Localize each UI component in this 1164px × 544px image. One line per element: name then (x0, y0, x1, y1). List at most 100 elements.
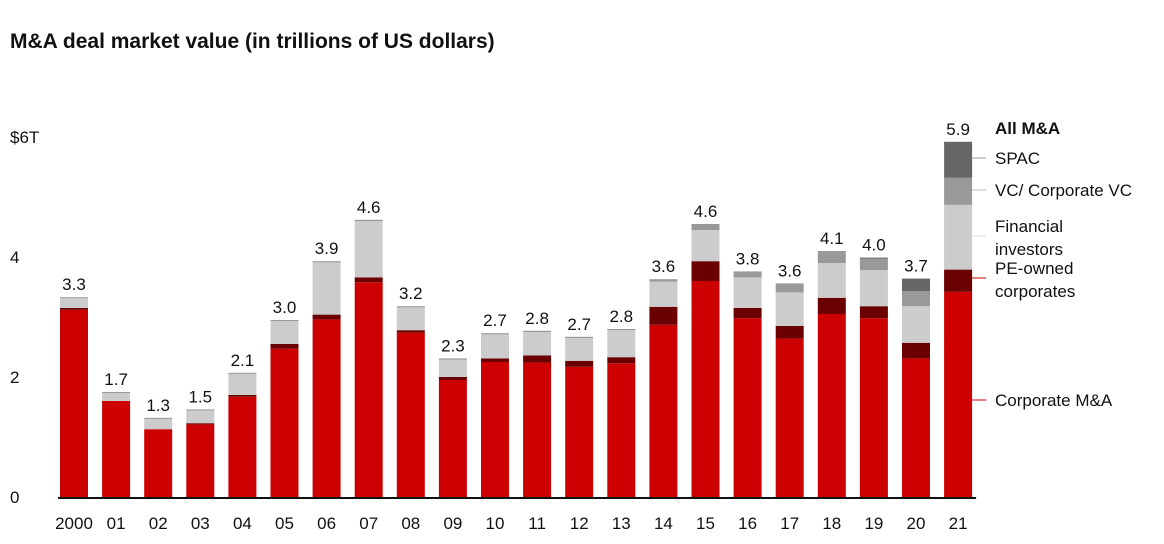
total-label: 5.9 (946, 120, 970, 139)
bar-segment-pe-owned-corporates (228, 395, 257, 397)
x-tick-label: 21 (949, 514, 968, 533)
y-tick-label: 0 (10, 488, 19, 507)
bar-segment-vc-corporate-vc (144, 417, 173, 419)
bar-segment-pe-owned-corporates (733, 308, 762, 319)
total-label: 4.6 (694, 202, 718, 221)
legend-label: Financial (995, 217, 1063, 236)
bar-segment-pe-owned-corporates (775, 326, 804, 339)
bar-segment-financial-investors (354, 221, 383, 278)
total-label: 3.9 (315, 239, 339, 258)
bar-segment-corporate-m-a (481, 362, 509, 497)
bar-segment-pe-owned-corporates (649, 306, 678, 325)
bar-segment-pe-owned-corporates (396, 330, 425, 333)
bar-segment-vc-corporate-vc (902, 291, 930, 307)
legend-label: SPAC (995, 149, 1040, 168)
bar-segment-pe-owned-corporates (691, 261, 720, 281)
chart-title: M&A deal market value (in trillions of U… (10, 30, 495, 53)
bar-segment-financial-investors (523, 332, 552, 356)
bar-segment-corporate-m-a (817, 314, 846, 497)
bar-segment-pe-owned-corporates (312, 314, 341, 320)
x-tick-label: 02 (149, 514, 168, 533)
bar-segment-corporate-m-a (733, 318, 762, 497)
bar-segment-vc-corporate-vc (775, 283, 804, 293)
total-label: 3.7 (904, 257, 928, 276)
legend-label: VC/ Corporate VC (995, 181, 1132, 200)
bar-segment-financial-investors (396, 307, 425, 331)
total-label: 2.8 (525, 309, 549, 328)
bar-segment-pe-owned-corporates (438, 377, 467, 380)
bar-segment-financial-investors (186, 410, 215, 424)
bar-segment-corporate-m-a (228, 396, 257, 497)
x-tick-label: 14 (654, 514, 673, 533)
bar-segment-corporate-m-a (691, 281, 720, 497)
bar-segment-vc-corporate-vc (691, 224, 720, 230)
bar-segment-pe-owned-corporates (186, 423, 215, 425)
bar-segment-corporate-m-a (565, 366, 594, 497)
bar-segment-pe-owned-corporates (481, 358, 509, 362)
bar-segment-corporate-m-a (438, 380, 467, 497)
bar-segment-vc-corporate-vc (523, 330, 552, 332)
y-tick-label: $6T (10, 128, 39, 147)
bar-segment-vc-corporate-vc (944, 177, 973, 205)
x-tick-label: 18 (822, 514, 841, 533)
bar-segment-pe-owned-corporates (270, 344, 299, 349)
bar-segment-vc-corporate-vc (733, 271, 762, 278)
bar-segment-vc-corporate-vc (354, 219, 383, 221)
legend-label: Corporate M&A (995, 391, 1113, 410)
total-label: 3.2 (399, 284, 423, 303)
bar-segment-financial-investors (144, 418, 173, 430)
bar-segment-corporate-m-a (102, 401, 131, 497)
bar-segment-financial-investors (859, 270, 888, 307)
x-tick-label: 13 (612, 514, 631, 533)
bar-segment-vc-corporate-vc (438, 358, 467, 360)
bar-segment-financial-investors (607, 330, 636, 358)
x-tick-label: 16 (738, 514, 757, 533)
bar-segment-corporate-m-a (607, 363, 636, 497)
bar-segment-vc-corporate-vc (312, 261, 341, 263)
x-tick-label: 2000 (55, 514, 93, 533)
x-tick-label: 07 (359, 514, 378, 533)
bar-segment-financial-investors (944, 204, 973, 270)
bar-segment-financial-investors (312, 262, 341, 315)
bar-segment-corporate-m-a (312, 319, 341, 497)
bar-segment-vc-corporate-vc (859, 258, 888, 271)
x-tick-label: 11 (528, 514, 546, 533)
bar-segment-financial-investors (102, 392, 131, 401)
total-label: 2.7 (567, 315, 591, 334)
total-label: 1.5 (188, 387, 212, 406)
x-tick-label: 05 (275, 514, 294, 533)
total-label: 1.7 (104, 370, 128, 389)
x-tick-label: 01 (107, 514, 126, 533)
x-tick-label: 20 (907, 514, 926, 533)
bar-segment-financial-investors (691, 230, 720, 262)
bar-segment-corporate-m-a (649, 324, 678, 497)
x-tick-label: 06 (317, 514, 336, 533)
bar-segment-corporate-m-a (60, 309, 88, 497)
total-label: 4.0 (862, 236, 886, 255)
bar-segment-spac (944, 141, 973, 178)
bar-segment-vc-corporate-vc (186, 409, 215, 411)
bar-segment-financial-investors (733, 277, 762, 308)
bar-segment-financial-investors (902, 306, 930, 343)
total-label: 2.3 (441, 336, 465, 355)
total-label: 3.0 (273, 298, 297, 317)
bar-segment-financial-investors (60, 297, 88, 308)
legend-title: All M&A (995, 119, 1060, 138)
bar-segment-vc-corporate-vc (270, 320, 299, 321)
bar-segment-pe-owned-corporates (944, 269, 973, 292)
bar-segment-vc-corporate-vc (228, 372, 257, 374)
bar-segment-corporate-m-a (354, 282, 383, 497)
y-tick-label: 2 (10, 368, 19, 387)
bar-segment-corporate-m-a (902, 358, 930, 497)
total-label: 2.8 (609, 307, 633, 326)
bar-segment-corporate-m-a (144, 429, 173, 497)
bar-segment-financial-investors (565, 338, 594, 361)
total-label: 3.6 (652, 257, 676, 276)
bar-segment-financial-investors (817, 263, 846, 298)
legend-label: investors (995, 240, 1063, 259)
bar-segment-pe-owned-corporates (565, 360, 594, 367)
x-tick-label: 17 (780, 514, 799, 533)
bar-segment-vc-corporate-vc (481, 333, 509, 335)
total-label: 3.3 (62, 275, 86, 294)
x-tick-label: 08 (401, 514, 420, 533)
